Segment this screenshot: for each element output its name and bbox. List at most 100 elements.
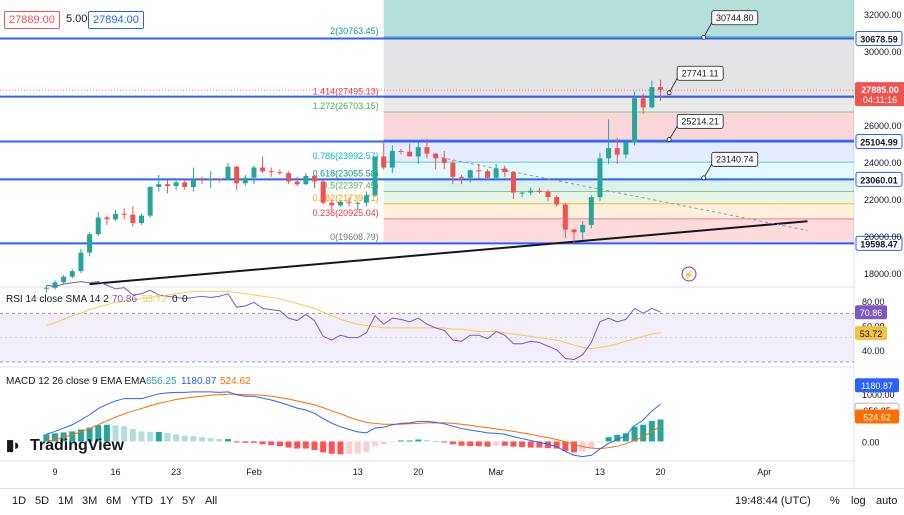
range-button-6m[interactable]: 6M bbox=[106, 495, 122, 507]
price-callout-label: 23140.74 bbox=[716, 154, 754, 164]
macd-histogram-bar bbox=[363, 441, 370, 452]
macd-histogram-bar bbox=[484, 441, 491, 447]
range-button-all[interactable]: All bbox=[205, 495, 218, 507]
horizontal-line-price-box bbox=[855, 171, 903, 187]
time-axis-tick-label: 13 bbox=[353, 467, 363, 477]
macd-value-label: 1180.87 bbox=[861, 381, 893, 391]
candle-body bbox=[658, 87, 663, 90]
macd-legend-signal: 524.62 bbox=[220, 376, 251, 387]
fib-zone bbox=[383, 179, 854, 192]
rsi-sma-label: 53.72 bbox=[860, 329, 883, 339]
rsi-line bbox=[46, 281, 661, 361]
price-axis-tick-label: 30000.00 bbox=[864, 47, 902, 57]
range-button-1m[interactable]: 1M bbox=[58, 495, 74, 507]
horizontal-line-price-box bbox=[855, 30, 903, 46]
candle-body bbox=[433, 153, 439, 159]
macd-histogram-bar bbox=[536, 441, 543, 448]
horizontal-line-price-label: 23060.01 bbox=[860, 175, 898, 185]
candle-body bbox=[588, 197, 594, 225]
clock-time[interactable]: 19:48:44 (UTC) bbox=[735, 495, 811, 507]
macd-histogram-bar bbox=[311, 441, 318, 450]
price-axis-tick-label: 22000.00 bbox=[864, 195, 902, 205]
macd-histogram-bar bbox=[449, 441, 456, 445]
fib-zone bbox=[383, 218, 854, 244]
macd-histogram-bar bbox=[441, 441, 448, 443]
price-axis-tick-label: 20000.00 bbox=[864, 232, 902, 242]
fib-level-label: 0(19608.79) bbox=[330, 232, 379, 242]
log-scale-toggle[interactable]: log bbox=[851, 495, 866, 507]
candle-body bbox=[355, 202, 361, 204]
candle-body bbox=[545, 191, 551, 198]
time-axis-tick-label: Feb bbox=[246, 467, 262, 477]
price-callout-box bbox=[711, 151, 759, 167]
quote-bid-box[interactable]: 27889.00 bbox=[4, 11, 60, 29]
price-callout-connector bbox=[668, 78, 678, 93]
macd-histogram-bar bbox=[190, 436, 197, 442]
macd-histogram-bar bbox=[605, 437, 612, 442]
candle-body bbox=[467, 170, 473, 178]
candle-body bbox=[43, 287, 49, 289]
macd-histogram-bar bbox=[233, 441, 240, 443]
candle-body bbox=[389, 150, 395, 168]
macd-histogram-bar bbox=[52, 433, 58, 442]
macd-histogram-bar bbox=[415, 439, 422, 442]
candle-body bbox=[320, 181, 326, 203]
candle-body bbox=[78, 252, 84, 272]
range-button-ytd[interactable]: YTD bbox=[131, 495, 153, 507]
bottom-toolbar: 1D 5D 1M 3M 6M YTD 1Y 5Y All 19:48:44 (U… bbox=[0, 488, 904, 515]
candle-body bbox=[614, 148, 620, 155]
candle-body bbox=[294, 181, 300, 185]
rsi-legend-sma: 53.72 bbox=[142, 294, 167, 305]
range-button-5y[interactable]: 5Y bbox=[182, 495, 196, 507]
candle-body bbox=[104, 217, 110, 220]
price-callout-label: 25214.21 bbox=[681, 116, 719, 126]
macd-histogram-bar bbox=[199, 437, 206, 442]
price-callout-connector bbox=[703, 164, 713, 179]
candle-body bbox=[242, 177, 248, 184]
range-button-1d[interactable]: 1D bbox=[12, 495, 27, 507]
rsi-value-label-bg bbox=[855, 305, 887, 320]
percent-scale-toggle[interactable]: % bbox=[830, 495, 840, 507]
horizontal-line-price-label: 25104.99 bbox=[860, 138, 898, 148]
macd-histogram-bar bbox=[155, 431, 162, 442]
candle-body bbox=[407, 151, 413, 157]
fib-level-label: 0.382(21739.71) bbox=[313, 193, 379, 203]
macd-histogram-bar bbox=[337, 441, 344, 455]
price-callout-label: 27741.11 bbox=[682, 68, 719, 78]
candle-body bbox=[156, 184, 162, 187]
price-callout-connector bbox=[703, 22, 713, 38]
candle-body bbox=[329, 202, 335, 206]
range-button-5d[interactable]: 5D bbox=[35, 495, 50, 507]
macd-histogram-bar bbox=[596, 441, 603, 443]
rsi-axis-tick-label: 40.00 bbox=[862, 346, 885, 356]
price-callout-connector bbox=[668, 126, 678, 140]
quote-ask-box[interactable]: 27894.00 bbox=[88, 11, 144, 29]
tradingview-logo-icon: ▮◗ bbox=[6, 437, 21, 454]
rsi-legend-title: RSI 14 close SMA 14 2 bbox=[6, 294, 109, 305]
candle-body bbox=[52, 282, 58, 288]
price-axis-tick-label: 18000.00 bbox=[864, 269, 902, 279]
range-button-1y[interactable]: 1Y bbox=[160, 495, 174, 507]
candle-body bbox=[208, 178, 214, 181]
candle-body bbox=[640, 98, 646, 108]
price-callout-label: 30744.80 bbox=[716, 13, 754, 23]
macd-histogram-bar bbox=[173, 434, 180, 442]
macd-histogram-bar bbox=[103, 424, 110, 442]
quote-spread: 5.00 bbox=[66, 13, 88, 25]
candle-body bbox=[398, 150, 404, 152]
macd-histogram-bar bbox=[43, 434, 50, 442]
horizontal-line-price-label: 19598.47 bbox=[860, 239, 898, 249]
candle-body bbox=[147, 186, 153, 216]
candle-body bbox=[441, 158, 447, 163]
auto-scale-toggle[interactable]: auto bbox=[876, 495, 898, 507]
candle-body bbox=[268, 171, 274, 173]
candle-body bbox=[510, 172, 516, 193]
candle-body bbox=[87, 234, 93, 253]
macd-histogram-bar bbox=[527, 441, 534, 448]
macd-histogram-bar bbox=[129, 429, 136, 442]
macd-histogram-bar bbox=[207, 438, 214, 442]
candle-body bbox=[580, 224, 586, 233]
price-axis-tick-label: 24000.00 bbox=[864, 158, 902, 168]
range-button-3m[interactable]: 3M bbox=[82, 495, 98, 507]
